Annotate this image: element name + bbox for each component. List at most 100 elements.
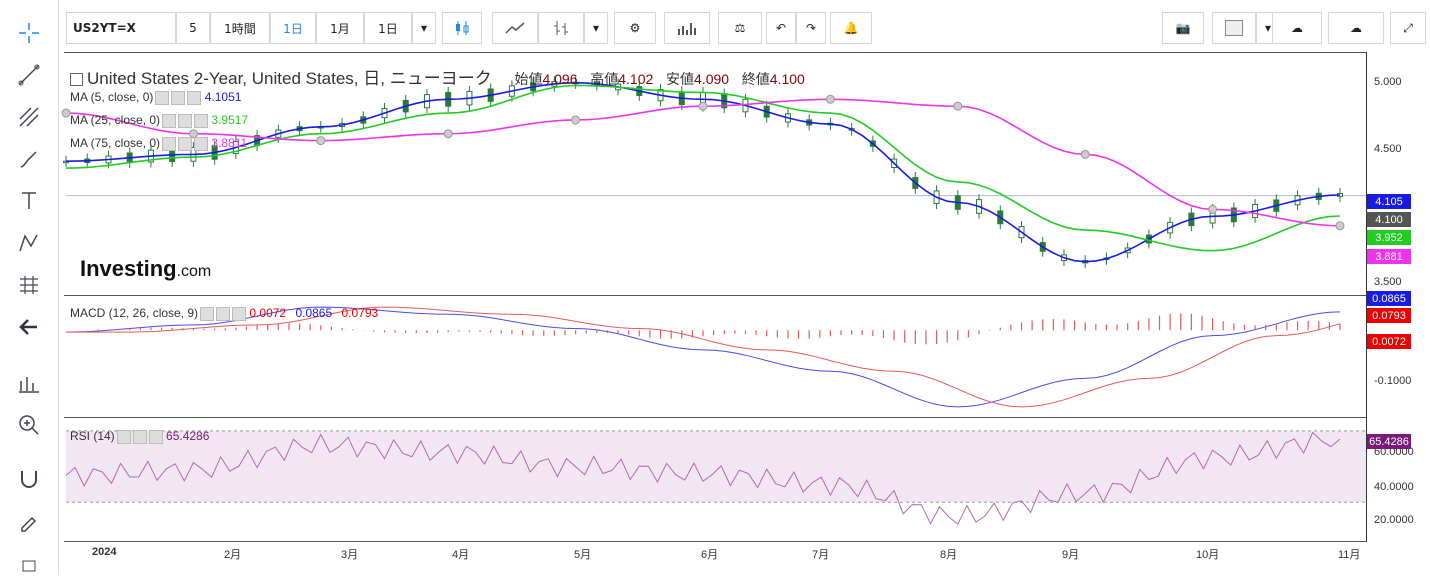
ma75-point [316,136,326,146]
range-1d-button[interactable]: 1日 [364,12,412,44]
magnet-icon[interactable] [12,462,46,496]
candle-body [827,122,834,126]
macd-label: MACD (12, 26, close, 9) [70,306,199,320]
ma25-legend[interactable]: MA (25, close, 0) 3.9517 [70,113,248,128]
back-arrow-icon[interactable] [12,310,46,344]
macd-v2: 0.0865 [295,306,333,320]
candle-body [1082,260,1089,264]
candle-body [1124,247,1131,254]
candle-body [1188,212,1195,227]
macd-line [65,306,1341,408]
lock-icon[interactable] [12,546,46,580]
macd-v1: 0.0072 [249,306,287,320]
interval-1d-button[interactable]: 1日 [270,12,316,44]
crosshair-icon[interactable] [12,16,46,50]
candlestick-icon[interactable] [442,12,482,44]
candle-body [721,93,728,109]
rsi-band [66,430,1366,503]
interval-1m-button[interactable]: 1月 [316,12,364,44]
gear-icon[interactable]: ⚙ [614,12,656,44]
candle-body [784,113,791,123]
crosshair-price-tag: 4.100 [1367,212,1411,227]
candle-body [126,152,133,164]
undo-icon[interactable]: ↶ [766,12,796,44]
cloud-upload-icon[interactable]: ☁ [1328,12,1384,44]
ma75-point [1080,149,1090,159]
color-swatch-icon[interactable] [1212,12,1256,44]
candle-body [806,119,813,126]
brush-icon[interactable] [12,142,46,176]
title-text: United States 2-Year, United States, 日, … [87,69,492,88]
ma25-value: 3.9517 [211,113,249,127]
interval-5-button[interactable]: 5 [176,12,210,44]
measure-icon[interactable] [12,268,46,302]
ma75-point [1335,221,1345,231]
line-chart-icon[interactable] [492,12,538,44]
ma75-legend[interactable]: MA (75, close, 0) 3.8811 [70,136,247,151]
chevron-down-icon-2[interactable]: ▾ [584,12,608,44]
candle-body [1337,193,1343,197]
rsi-tick: 20.0000 [1374,514,1414,526]
ma5-line [65,81,1341,263]
candle-body [954,195,961,210]
ma75-point [571,115,581,125]
candle-body [678,91,685,106]
candle-body [1209,209,1216,224]
candle-body [1273,199,1280,212]
macd-legend[interactable]: MACD (12, 26, close, 9) 0.0072 0.0865 0.… [70,306,378,321]
candle-body [976,199,983,214]
ma75-line [65,98,1341,227]
pattern-icon[interactable] [12,226,46,260]
bars-icon[interactable] [538,12,584,44]
x-tick: 2024 [92,546,117,558]
ma75-point [825,94,835,104]
cloud-download-icon[interactable]: ☁ [1272,12,1322,44]
candle-body [381,107,388,119]
ma25-line [65,84,1341,252]
text-icon[interactable] [12,184,46,218]
last-price-tag: 4.105 [1367,194,1411,209]
rsi-tick: 60.0000 [1374,446,1414,458]
close-value: 4.100 [769,71,805,87]
candle-body [360,116,367,124]
redo-icon[interactable]: ↷ [796,12,826,44]
fullscreen-icon[interactable]: ⤢ [1390,12,1426,44]
macd-signal-tag: 0.0865 [1367,291,1411,306]
ma75-point [61,108,71,118]
macd-tick: -0.1000 [1374,375,1412,387]
trend-line-icon[interactable] [12,58,46,92]
candle-body [997,210,1004,225]
candle-body [339,122,346,127]
candle-body [147,149,154,163]
rsi-value-tag: 65.4286 [1367,434,1411,449]
ma75-point [953,101,963,111]
studies-icon[interactable] [664,12,710,44]
candle-body [1252,203,1259,218]
chevron-down-icon[interactable]: ▾ [412,12,436,44]
compare-icon[interactable]: ⚖ [718,12,762,44]
symbol-input[interactable]: US2YT=X [66,12,176,44]
ma75-point [1208,204,1218,214]
alert-icon[interactable]: 🔔 [830,12,872,44]
logo-suffix: .com [176,263,212,280]
x-tick: 4月 [452,549,470,561]
candle-body [742,98,749,113]
close-label: 終値 [741,71,770,87]
zoom-icon[interactable] [12,408,46,442]
interval-1h-button[interactable]: 1時間 [210,12,270,44]
fib-tool-icon[interactable] [12,100,46,134]
high-value: 4.102 [618,71,654,87]
macd-v3: 0.0793 [341,306,379,320]
candle-body [1145,234,1152,244]
rsi-legend[interactable]: RSI (14) 65.4286 [70,429,209,444]
chart-top-border [64,52,1366,53]
candle-body [933,190,940,205]
lock-edit-icon[interactable] [12,504,46,538]
macd-hist-tag: 0.0072 [1367,334,1411,349]
camera-icon[interactable]: 📷 [1162,12,1204,44]
indicators-icon[interactable] [12,366,46,400]
price-tick: 3.500 [1374,276,1402,288]
rsi-line [65,431,1341,525]
ma5-legend[interactable]: MA (5, close, 0) 4.1051 [70,90,241,105]
price-tick: 5.000 [1374,76,1402,88]
